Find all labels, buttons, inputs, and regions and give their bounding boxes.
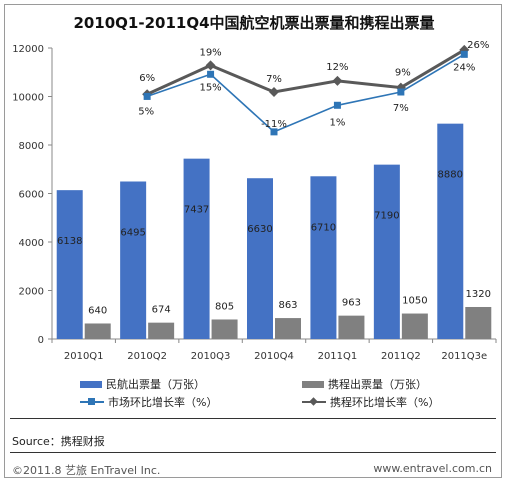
line-market-growth: [146, 53, 465, 133]
y-tick-label: 2000: [19, 287, 44, 298]
marker-market-growth: [143, 92, 151, 100]
y-tick-label: 8000: [19, 141, 44, 152]
line-value-label: 6%: [139, 73, 155, 84]
legend-swatch: [302, 397, 326, 406]
y-tick-label: 10000: [12, 93, 44, 104]
line-value-label: 24%: [453, 62, 475, 73]
line-value-label: 26%: [467, 40, 489, 51]
bar-value-label: 6495: [120, 227, 145, 238]
bar-value-label: 805: [215, 301, 234, 312]
legend-item-ctrip-growth: 携程环比增长率（%）: [302, 394, 439, 410]
bar-ctrip-tickets: [338, 315, 365, 339]
bar-domestic-tickets: [247, 178, 273, 339]
bar-domestic-tickets: [56, 190, 83, 339]
legend-item-domestic-tickets: 民航出票量（万张）: [80, 376, 205, 392]
website-link[interactable]: www.entravel.com.cn: [373, 462, 492, 475]
bar-value-label: 863: [278, 300, 297, 311]
bar-value-label: 674: [152, 305, 171, 316]
bar-ctrip-tickets: [465, 306, 492, 339]
marker-ctrip-growth: [332, 75, 343, 86]
bar-value-label: 6138: [57, 236, 82, 247]
line-value-label: 19%: [199, 47, 221, 58]
chart-frame: [4, 4, 502, 478]
line-value-label: 15%: [199, 82, 221, 93]
bar-ctrip-tickets: [211, 319, 238, 339]
marker-ctrip-growth: [269, 87, 279, 97]
marker-market-growth: [397, 88, 405, 96]
bar-value-label: 1050: [402, 296, 427, 307]
x-tick-label: 2010Q2: [127, 351, 167, 362]
x-tick-label: 2010Q1: [64, 351, 104, 362]
legend-swatch: [80, 398, 104, 406]
marker-market-growth: [207, 70, 215, 78]
bar-value-label: 7437: [184, 205, 209, 216]
bar-ctrip-tickets: [275, 318, 301, 339]
bar-value-label: 6710: [311, 222, 336, 233]
bar-value-label: 963: [342, 298, 361, 309]
bar-domestic-tickets: [437, 123, 464, 339]
bar-value-label: 7190: [374, 211, 399, 222]
bar-value-label: 6630: [247, 224, 272, 235]
bar-ctrip-tickets: [401, 313, 428, 339]
x-tick-label: 2010Q3: [191, 351, 231, 362]
legend-swatch: [80, 380, 102, 388]
source-note: Source：携程财报: [12, 435, 105, 448]
line-value-label: -11%: [261, 119, 287, 130]
legend-label: 携程环比增长率（%）: [330, 396, 440, 409]
legend-swatch: [302, 380, 324, 388]
legend-label: 携程出票量（万张）: [328, 378, 427, 391]
copyright-note: ©2011.8 艺旅 EnTravel Inc.: [12, 464, 161, 477]
x-tick-label: 2011Q1: [318, 351, 358, 362]
bar-ctrip-tickets: [148, 322, 175, 339]
x-tick-label: 2010Q4: [254, 351, 294, 362]
bar-domestic-tickets: [310, 176, 337, 339]
legend-item-market-growth: 市场环比增长率（%）: [80, 394, 217, 410]
bar-domestic-tickets: [183, 158, 210, 339]
divider: [10, 452, 496, 453]
divider: [10, 418, 496, 419]
y-tick-label: 0: [38, 335, 44, 346]
chart-plot: 0 2000 4000 6000 8000 10000 12000 2010Q1 2010Q2 2…: [12, 40, 497, 362]
line-value-label: 5%: [138, 106, 154, 117]
bar-domestic-tickets: [373, 164, 400, 339]
line-ctrip-growth: [146, 48, 466, 96]
bar-ctrip-tickets: [84, 323, 111, 339]
y-tick-label: 4000: [19, 238, 44, 249]
bar-value-label: 8880: [438, 170, 463, 181]
line-value-label: 7%: [393, 103, 409, 114]
legend-item-ctrip-tickets: 携程出票量（万张）: [302, 376, 427, 392]
legend-label: 民航出票量（万张）: [106, 378, 205, 391]
y-tick-label: 12000: [12, 44, 44, 55]
line-value-label: 12%: [326, 62, 348, 73]
chart-title: 2010Q1-2011Q4中国航空机票出票量和携程出票量: [73, 14, 435, 32]
marker-market-growth: [333, 101, 341, 109]
line-value-label: 7%: [266, 74, 282, 85]
marker-ctrip-growth: [205, 60, 216, 71]
marker-market-growth: [270, 128, 278, 136]
bar-value-label: 1320: [466, 289, 491, 300]
marker-market-growth: [460, 50, 468, 58]
x-tick-label: 2011Q2: [381, 351, 421, 362]
bar-domestic-tickets: [120, 181, 147, 339]
legend-label: 市场环比增长率（%）: [108, 396, 218, 409]
line-value-label: 1%: [329, 117, 345, 128]
x-tick-label: 2011Q3e: [441, 351, 487, 362]
chart-legend: 民航出票量（万张） 携程出票量（万张） 市场环比增长率（%） 携程环比增长率（%…: [80, 374, 480, 410]
y-tick-label: 6000: [19, 190, 44, 201]
line-value-label: 9%: [395, 68, 411, 79]
bar-value-label: 640: [88, 305, 107, 316]
